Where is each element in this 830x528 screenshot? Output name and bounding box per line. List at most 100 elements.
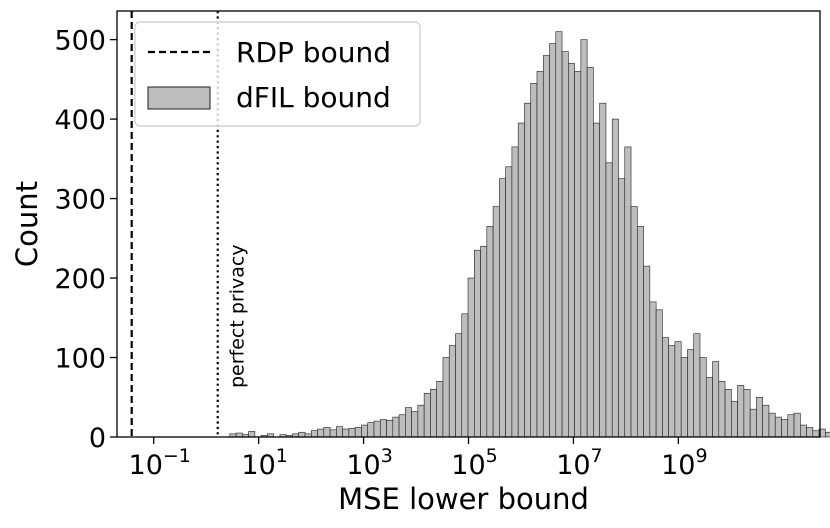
x-tick-label: 105 [451,445,497,481]
histogram-bar [568,63,575,438]
histogram-bar [473,249,481,438]
y-tick-label: 500 [54,26,106,57]
histogram-bar [405,407,412,438]
histogram-bar [467,277,475,438]
histogram-bar [674,341,682,438]
histogram-bar [699,357,707,438]
histogram-bar [398,414,406,438]
histogram-bar [643,265,651,438]
histogram-bar [731,400,738,438]
histogram-bar [618,178,626,438]
y-tick-label: 200 [54,264,106,295]
histogram-bar [718,381,726,438]
histogram-bar [411,411,419,438]
histogram-bar [593,122,600,438]
histogram-bar [774,416,782,438]
x-axis-title: MSE lower bound [338,482,589,516]
histogram-bar [662,337,669,438]
histogram-bar [561,51,569,438]
plot-frame [116,10,821,438]
histogram-bar [310,430,318,438]
histogram-bar [373,420,381,438]
histogram-bar [549,43,557,438]
histogram-bar [336,426,343,438]
histogram-bar [737,385,745,438]
histogram-bar [329,429,337,438]
histogram-bar [586,67,594,438]
histogram-bar [536,71,544,438]
legend: RDP bound dFIL bound [134,21,421,127]
histogram-bar [781,419,789,438]
x-tick-label: 103 [346,445,392,481]
histogram-bar [423,392,431,438]
legend-dfil-label: dFIL bound [236,81,391,114]
histogram-bar [348,427,356,438]
histogram-bar [768,412,776,438]
histogram-bar [492,206,500,438]
histogram-bar [693,333,701,438]
histogram-bar [649,301,657,438]
legend-dfil-swatch [147,86,211,110]
histogram-bar [430,389,437,438]
histogram-bar [379,419,387,438]
histogram-bar [480,245,488,438]
histogram-bar [442,357,450,438]
histogram-bar [248,431,256,438]
histogram-bar [668,345,676,438]
histogram-bar [655,309,663,438]
y-tick-label: 100 [54,344,106,375]
histogram-bar [367,422,375,438]
histogram-bar [806,427,814,438]
histogram-bar [342,428,350,438]
x-tick-label: 10−1 [129,445,191,481]
histogram-bar [455,333,463,438]
histogram-bar [517,122,525,438]
histogram-bar [680,357,688,438]
histogram-bar [361,424,369,438]
histogram-bar [448,345,456,438]
legend-rdp-label: RDP bound [236,36,391,69]
x-tick-label: 107 [556,445,602,481]
histogram-bar [599,102,607,438]
histogram-bar [298,431,306,438]
histogram-bar [825,431,830,438]
histogram-bar [630,206,638,438]
histogram-bar [436,381,444,438]
histogram-bar [317,428,325,438]
histogram-bar [636,226,644,438]
histogram-bar [812,430,820,438]
histogram-bar [605,162,613,438]
histogram-bar [687,349,695,438]
histogram-bar [417,404,425,438]
y-tick-label: 0 [89,423,106,454]
histogram-bar [392,416,400,438]
histogram-bar [499,178,506,438]
histogram-bar [555,31,563,438]
histogram-bar [386,420,394,438]
histogram-bar [354,427,362,438]
x-tick-label: 101 [241,445,287,481]
histogram-bar [524,102,532,438]
histogram-bar [611,118,619,438]
histogram-bar [743,389,751,438]
histogram-bar [530,83,538,438]
histogram-bar [793,412,801,438]
y-axis-ticks: 0 100 200 300 400 500 [54,26,117,454]
histogram-bar [712,361,720,438]
histogram-bar [574,71,582,438]
histogram-bar [486,226,494,438]
histogram-bar [542,55,550,438]
histogram-bar [705,377,713,438]
x-tick-label: 109 [661,445,707,481]
histogram-bar [511,146,519,438]
y-tick-label: 300 [54,185,106,216]
histogram-bar [724,389,732,438]
histogram-bar [624,146,632,438]
histogram-bar [580,39,588,438]
perfect-privacy-annotation: perfect privacy [227,244,249,388]
histogram-bar [461,313,469,438]
x-axis-ticks: 10−1 101 103 105 107 109 [129,437,708,481]
histogram-bar [800,424,807,438]
histogram-bar [505,166,513,438]
